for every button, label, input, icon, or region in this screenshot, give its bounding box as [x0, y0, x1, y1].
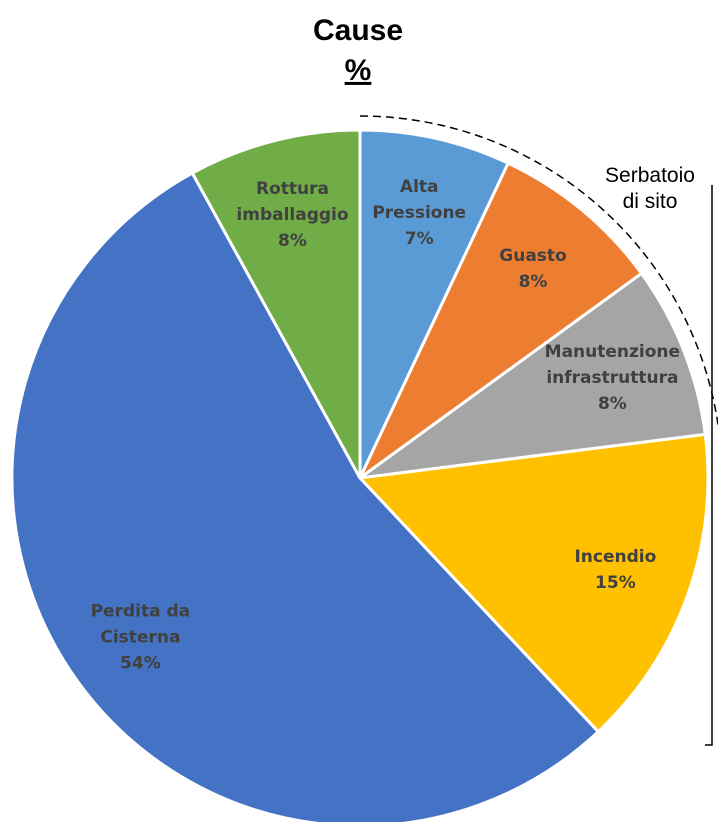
- chart-title: Cause: [313, 14, 403, 47]
- chart-subtitle: %: [345, 54, 372, 87]
- slice-label: Incendio: [574, 547, 656, 567]
- pie-slice: [356, 432, 710, 734]
- pie-slice: [190, 128, 362, 479]
- slice-label: Perdita da Cisterna: [91, 602, 191, 648]
- slice-label: Guasto: [499, 246, 566, 266]
- value-label: 7%: [405, 229, 434, 249]
- pie-slice: [358, 128, 511, 479]
- value-label: 15%: [595, 573, 636, 593]
- annotation: Serbatoio di sito: [605, 164, 695, 213]
- annotation-bracket: [705, 185, 713, 746]
- slice-label: Alta Pressione: [372, 177, 466, 223]
- pie-slice: [358, 161, 644, 480]
- slice-label: Manutenzione infrastruttura: [545, 342, 680, 388]
- value-label: 54%: [120, 654, 161, 674]
- value-label: 8%: [278, 231, 307, 251]
- value-label: 8%: [598, 394, 627, 414]
- annotation-arc: [359, 115, 718, 430]
- pie-slice: [359, 271, 707, 480]
- value-label: 8%: [519, 272, 548, 292]
- pie-slice: [10, 171, 601, 822]
- slice-label: Rottura imballaggio: [236, 179, 348, 225]
